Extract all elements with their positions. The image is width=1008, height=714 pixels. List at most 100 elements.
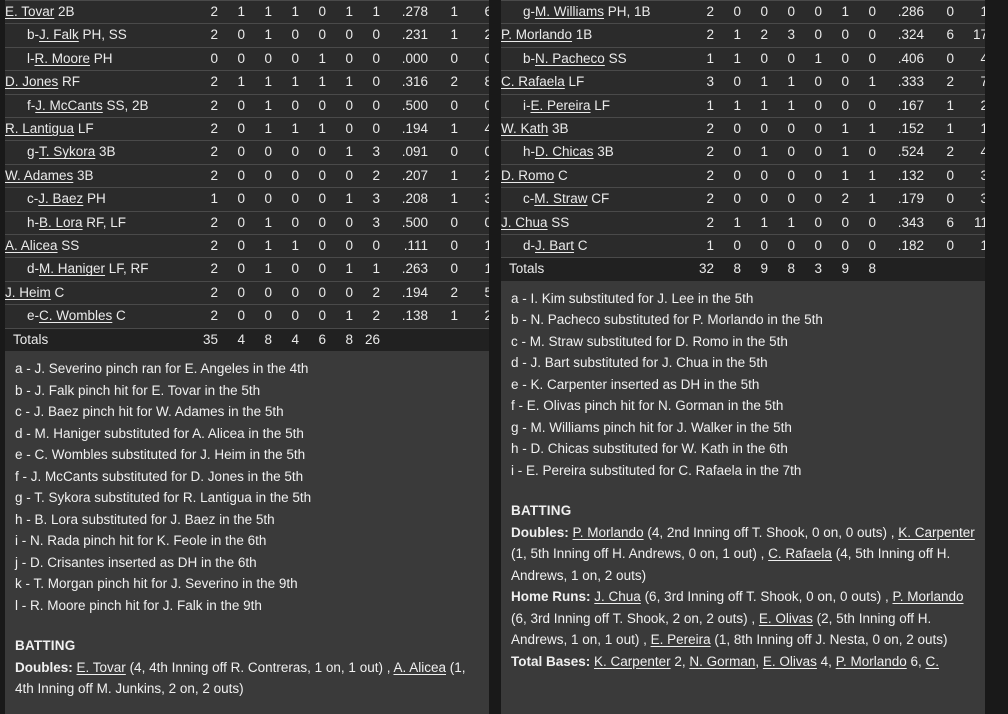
player-name-link[interactable]: E. Pereira [530,97,591,113]
player-cell[interactable]: b-N. Pacheco SS [501,46,687,71]
substitution-note: i - N. Rada pinch hit for K. Feole in th… [15,533,267,549]
player-name-link[interactable]: C. [925,653,940,669]
stat-cell: 0 [714,0,741,24]
batting-stat-line: Total Bases: K. Carpenter 2, N. Gorman, … [511,651,975,673]
stat-cell: 0 [768,163,795,188]
player-position: PH [83,191,106,207]
player-cell[interactable]: f-J. McCants SS, 2B [5,93,191,118]
player-name-link[interactable]: N. Pacheco [535,50,605,66]
player-name-link[interactable]: M. Haniger [39,261,106,277]
player-cell[interactable]: d-M. Haniger LF, RF [5,257,191,282]
player-name-link[interactable]: B. Lora [39,214,83,230]
player-cell[interactable]: h-B. Lora RF, LF [5,210,191,235]
stat-cell: 0 [795,70,822,95]
player-cell[interactable]: W. Kath 3B [501,117,687,141]
player-cell[interactable]: P. Morlando 1B [501,23,687,48]
player-name-link[interactable]: P. Morlando [501,27,573,43]
player-name-link[interactable]: J. Falk [39,27,79,43]
player-cell[interactable]: W. Adames 3B [5,163,191,188]
player-name-link[interactable]: M. Straw [534,191,588,207]
player-name-link[interactable]: D. Jones [5,74,59,90]
player-name-link[interactable]: J. McCants [35,97,103,113]
player-name-link[interactable]: R. Moore [34,50,91,66]
stat-cell: 0 [299,234,326,258]
player-name-link[interactable]: E. Tovar [76,659,126,675]
player-name-link[interactable]: C. Wombles [39,308,113,324]
player-cell[interactable]: b-J. Falk PH, SS [5,23,191,48]
player-name-link[interactable]: W. Kath [501,121,549,137]
player-cell[interactable]: D. Jones RF [5,70,191,95]
player-cell[interactable]: g-T. Sykora 3B [5,140,191,165]
player-name-link[interactable]: N. Gorman [689,653,756,669]
player-name-link[interactable]: K. Carpenter [898,524,975,540]
player-name-link[interactable]: T. Sykora [39,144,96,160]
player-name-link[interactable]: E. Tovar [5,4,55,19]
player-name-link[interactable]: D. Romo [501,167,555,183]
player-cell[interactable]: J. Chua SS [501,210,687,235]
player-name-link[interactable]: C. Rafaela [501,74,565,90]
player-name-link[interactable]: E. Olivas [758,610,813,626]
player-name-link[interactable]: K. Carpenter [594,653,671,669]
player-name-link[interactable]: D. Chicas [535,144,594,160]
player-name-link[interactable]: J. Chua [594,589,641,605]
player-cell[interactable]: i-E. Pereira LF [501,93,687,118]
player-cell[interactable]: c-J. Baez PH [5,187,191,212]
player-name-link[interactable]: E. Pereira [650,632,711,648]
player-cell[interactable]: d-J. Bart C [501,234,687,258]
player-cell[interactable]: c-M. Straw CF [501,187,687,212]
stat-cell: 1 [272,117,299,141]
player-name-link[interactable]: C. Rafaela [768,546,832,562]
player-cell[interactable]: A. Alicea SS [5,234,191,258]
player-position: 3B [95,144,116,160]
player-cell[interactable]: R. Lantigua LF [5,117,191,141]
player-name-link[interactable]: J. Heim [5,284,51,300]
player-name-link[interactable]: J. Chua [501,214,548,230]
player-name-link[interactable]: R. Lantigua [5,121,75,137]
stat-cell: 0 [849,0,876,24]
player-name-link[interactable]: P. Morlando [892,589,964,605]
player-name-link[interactable]: A. Alicea [5,238,58,254]
player-name-link[interactable]: W. Adames [5,167,74,183]
player-name-link[interactable]: J. Bart [535,238,575,254]
player-cell[interactable]: g-M. Williams PH, 1B [501,0,687,24]
player-cell[interactable]: D. Romo C [501,163,687,188]
player-cell[interactable]: E. Tovar 2B [5,0,191,24]
player-name-link[interactable]: M. Williams [535,4,605,19]
player-cell[interactable]: h-D. Chicas 3B [501,140,687,165]
player-cell[interactable]: l-R. Moore PH [5,46,191,71]
player-cell[interactable]: e-C. Wombles C [5,304,191,329]
player-name-link[interactable]: E. Olivas [762,653,817,669]
totals-stat-cell: 8 [849,257,876,281]
player-cell[interactable]: J. Heim C [5,280,191,305]
player-name-link[interactable]: J. Baez [38,191,84,207]
player-name-link[interactable]: P. Morlando [835,653,907,669]
player-name-link[interactable]: P. Morlando [572,524,644,540]
player-cell[interactable]: C. Rafaela LF [501,70,687,95]
player-name-link[interactable]: A. Alicea [393,659,446,675]
